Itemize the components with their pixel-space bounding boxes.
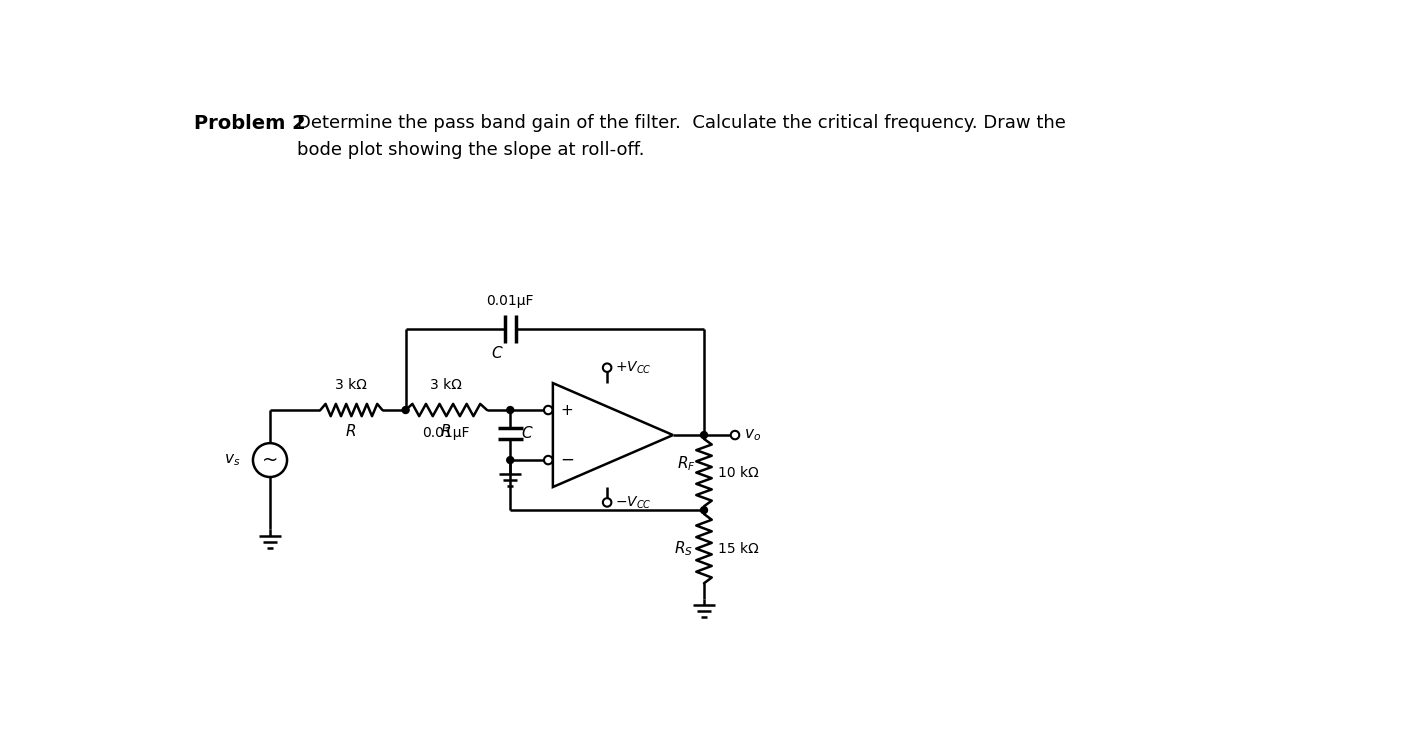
Text: 3 kΩ: 3 kΩ [430, 378, 462, 391]
Text: $+V_{CC}$: $+V_{CC}$ [615, 360, 651, 376]
Circle shape [544, 406, 552, 414]
Circle shape [731, 431, 739, 440]
Text: R: R [440, 424, 452, 439]
Circle shape [701, 507, 708, 513]
Text: $-V_{CC}$: $-V_{CC}$ [615, 494, 651, 510]
Text: 15 kΩ: 15 kΩ [718, 541, 759, 556]
Circle shape [402, 406, 409, 413]
Text: Determine the pass band gain of the filter.  Calculate the critical frequency. D: Determine the pass band gain of the filt… [297, 114, 1066, 132]
Circle shape [507, 406, 514, 413]
Circle shape [544, 456, 552, 464]
Text: −: − [559, 451, 573, 469]
Text: $v_o$: $v_o$ [745, 428, 762, 443]
Circle shape [603, 363, 612, 372]
Text: C: C [521, 425, 532, 440]
Text: Problem 2: Problem 2 [194, 114, 306, 133]
Text: $R_S$: $R_S$ [674, 539, 694, 558]
Circle shape [507, 457, 514, 464]
Text: 3 kΩ: 3 kΩ [336, 378, 367, 391]
Text: ~: ~ [262, 451, 278, 470]
Text: $R_F$: $R_F$ [677, 454, 697, 473]
Circle shape [603, 498, 612, 507]
Text: bode plot showing the slope at roll-off.: bode plot showing the slope at roll-off. [297, 140, 644, 158]
Text: C: C [491, 346, 501, 361]
Circle shape [701, 431, 708, 439]
Text: $v_s$: $v_s$ [224, 452, 241, 468]
Text: +: + [561, 403, 573, 418]
Text: 0.01μF: 0.01μF [487, 293, 534, 308]
Text: 0.01μF: 0.01μF [422, 426, 470, 440]
Text: 10 kΩ: 10 kΩ [718, 465, 759, 480]
Text: R: R [346, 424, 357, 439]
